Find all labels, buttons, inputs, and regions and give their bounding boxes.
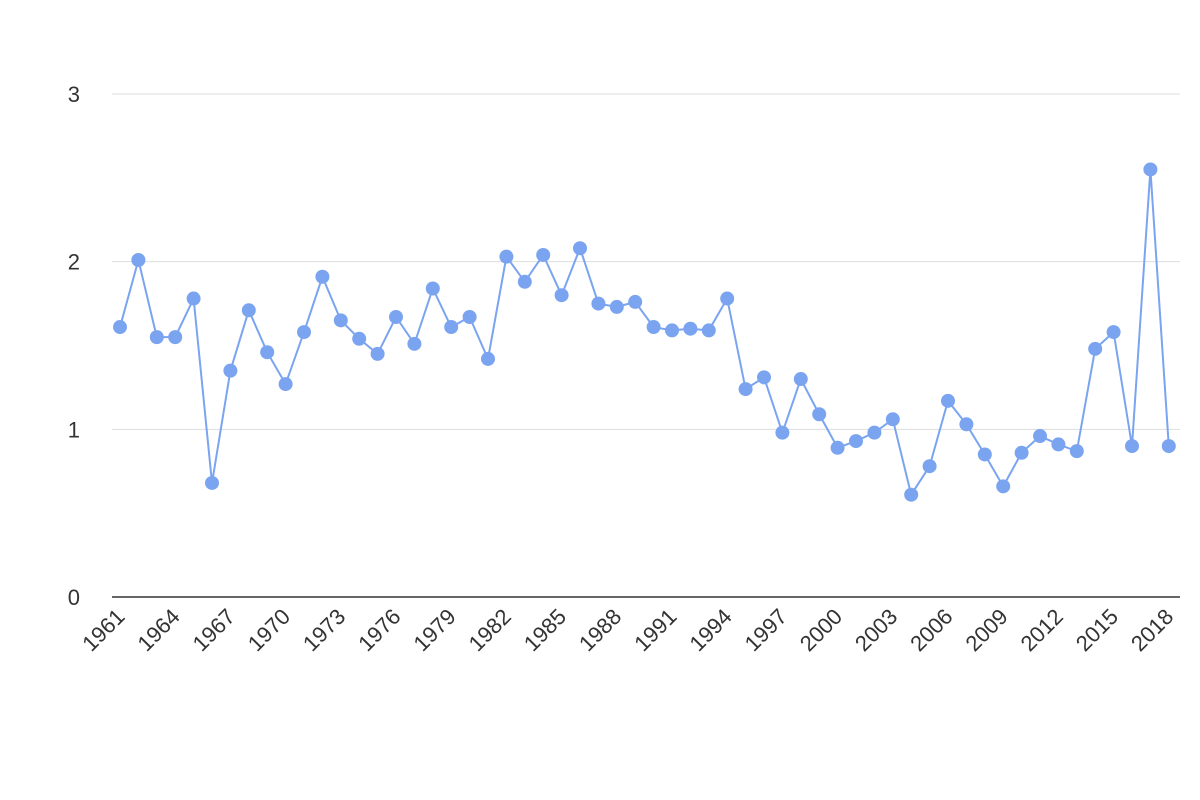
data-point-1962	[131, 252, 146, 267]
data-point-2018	[1161, 439, 1176, 454]
data-point-1995	[738, 382, 753, 397]
x-tick-label: 1994	[684, 604, 736, 656]
data-point-2016	[1125, 439, 1139, 454]
x-tick-label: 2003	[850, 604, 902, 656]
data-point-2015	[1106, 325, 1121, 340]
data-point-2007	[959, 417, 974, 432]
data-point-1967	[223, 363, 238, 378]
data-point-2010	[1014, 445, 1029, 460]
data-point-1971	[297, 325, 311, 340]
data-point-1983	[517, 274, 532, 289]
data-point-1993	[701, 323, 716, 338]
x-tick-label: 2015	[1071, 604, 1123, 656]
data-point-2002	[867, 425, 882, 440]
data-point-1992	[683, 321, 698, 336]
x-axis-tick-labels: 1961 1964 1967 1970 1973 1976 1979 1982 1985 1988…	[77, 604, 1178, 656]
data-point-1994	[720, 291, 735, 306]
data-point-2008	[977, 447, 992, 462]
x-tick-label: 1988	[574, 604, 626, 656]
data-point-1989	[628, 294, 643, 309]
data-point-1975	[370, 346, 385, 361]
data-point-1965	[186, 291, 201, 306]
x-tick-label: 2018	[1126, 604, 1178, 656]
series-line	[119, 169, 1170, 498]
data-point-2003	[885, 412, 900, 427]
x-tick-label: 1961	[77, 604, 129, 656]
x-tick-label: 2009	[960, 604, 1012, 656]
data-point-1981	[481, 351, 495, 366]
x-tick-label: 2000	[795, 604, 847, 656]
data-point-1972	[315, 269, 330, 284]
x-tick-label: 1964	[132, 604, 184, 656]
data-point-2005	[922, 459, 937, 474]
data-point-1969	[260, 345, 275, 360]
data-point-2004	[904, 487, 919, 502]
data-point-2011	[1033, 429, 1047, 444]
data-point-1999	[812, 407, 827, 422]
data-point-1988	[609, 299, 624, 314]
data-point-1976	[389, 309, 403, 324]
x-tick-label: 2012	[1016, 604, 1068, 656]
data-point-1982	[499, 249, 514, 264]
data-point-1990	[646, 320, 661, 335]
data-point-1974	[352, 331, 367, 346]
data-point-1964	[168, 330, 183, 345]
data-point-2000	[830, 440, 845, 455]
data-point-2012	[1051, 437, 1066, 452]
data-point-2009	[996, 479, 1011, 494]
data-point-1978	[425, 281, 440, 296]
data-point-1985	[554, 288, 569, 303]
data-point-2013	[1069, 444, 1084, 459]
data-point-1996	[757, 370, 771, 385]
x-tick-label: 1976	[353, 604, 405, 656]
x-tick-label: 1967	[188, 604, 240, 656]
x-tick-label: 1991	[629, 604, 681, 656]
y-tick-label: 2	[68, 250, 80, 275]
data-point-1984	[536, 247, 551, 262]
y-tick-label: 1	[68, 417, 80, 442]
data-point-1973	[333, 313, 348, 328]
y-tick-label: 3	[68, 82, 80, 107]
data-point-1998	[793, 372, 808, 387]
x-tick-label: 1997	[740, 604, 792, 656]
x-tick-label: 2006	[905, 604, 957, 656]
y-axis-tick-labels: 0 1 2 3	[68, 82, 80, 610]
gridlines	[112, 93, 1180, 430]
data-point-1968	[241, 303, 256, 318]
data-point-1977	[407, 336, 422, 351]
data-point-1963	[149, 330, 164, 345]
data-point-1987	[591, 296, 606, 311]
x-tick-label: 1982	[464, 604, 516, 656]
x-tick-label: 1973	[298, 604, 350, 656]
data-point-1961	[113, 320, 127, 335]
data-point-2014	[1088, 341, 1103, 356]
data-point-2006	[941, 393, 955, 408]
data-point-1997	[775, 425, 790, 440]
series-points	[113, 162, 1176, 502]
data-point-1970	[278, 377, 293, 392]
x-tick-label: 1970	[243, 604, 295, 656]
data-point-1979	[444, 320, 459, 335]
data-point-2001	[849, 434, 863, 449]
data-point-1966	[205, 475, 219, 490]
x-tick-label: 1985	[519, 604, 571, 656]
data-point-1980	[462, 309, 477, 324]
series-line-group	[119, 169, 1170, 498]
data-point-1991	[665, 323, 679, 338]
data-point-2017	[1143, 162, 1158, 177]
y-tick-label: 0	[68, 585, 80, 610]
data-point-1986	[573, 241, 587, 256]
x-tick-label: 1979	[408, 604, 460, 656]
